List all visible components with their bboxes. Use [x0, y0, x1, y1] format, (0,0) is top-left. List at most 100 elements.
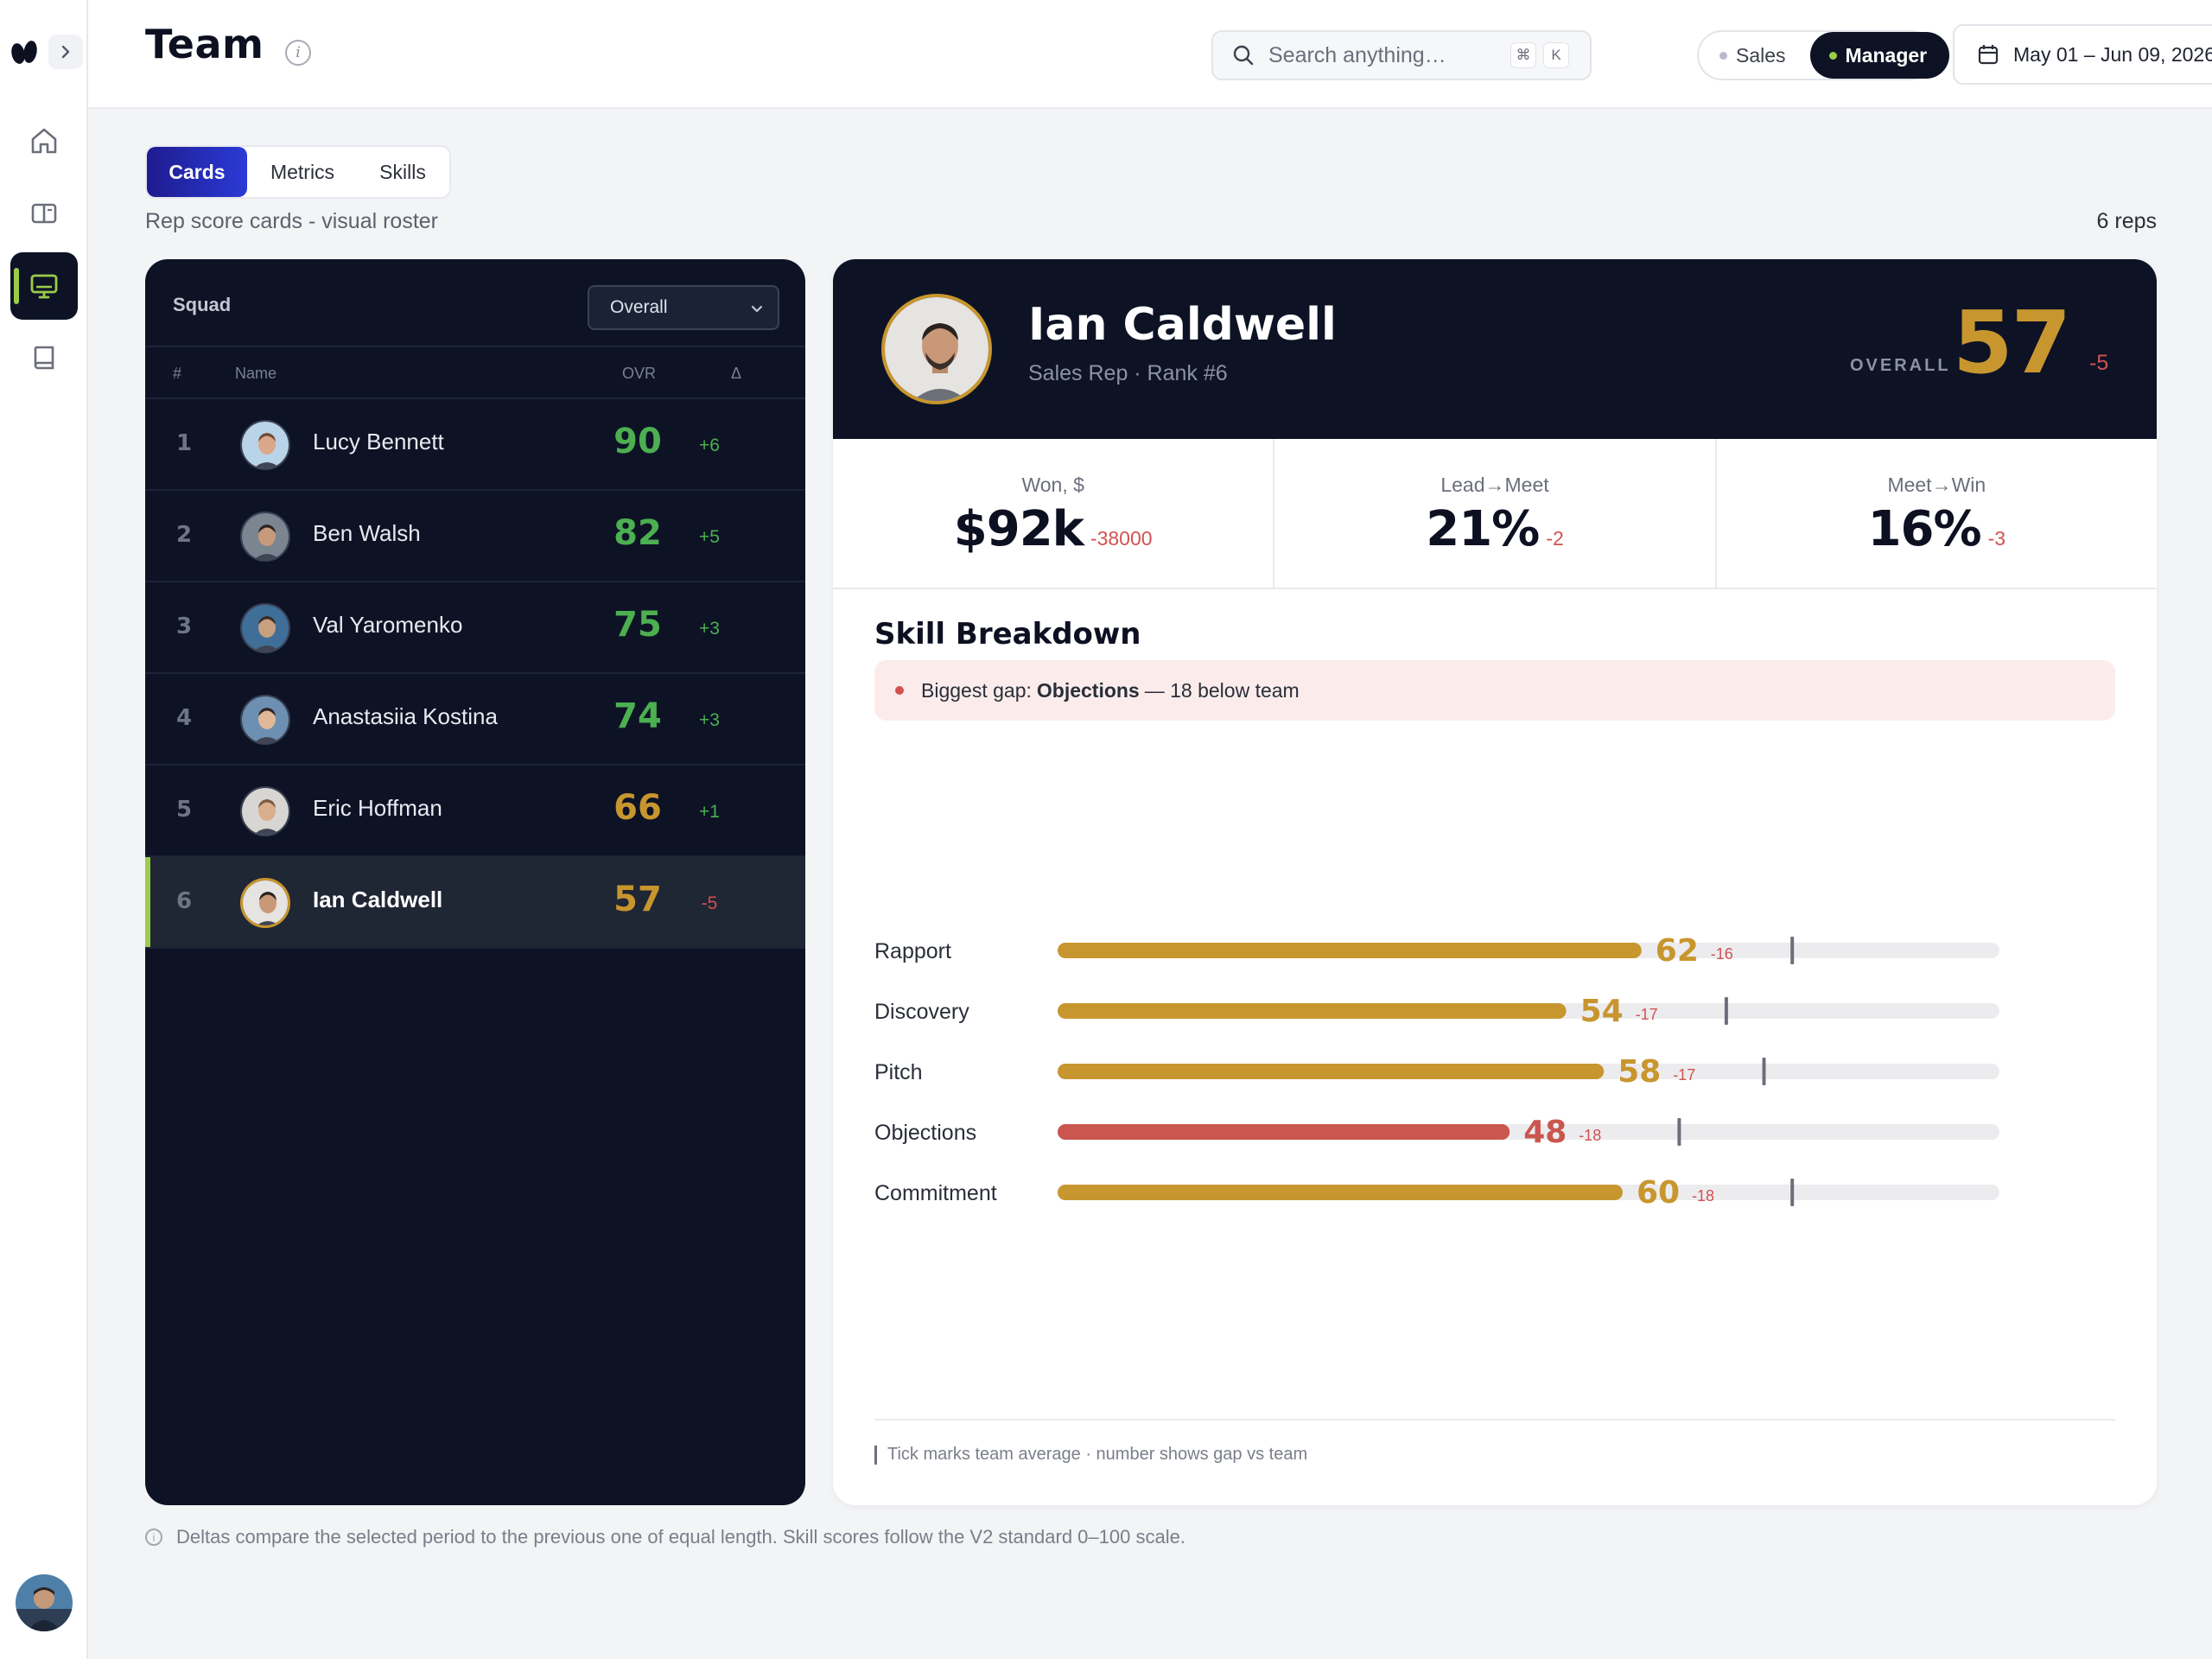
chevron-right-icon [61, 45, 70, 59]
role-manager-button[interactable]: Manager [1809, 32, 1950, 79]
search-icon [1233, 45, 1254, 66]
stat-won: Won, $ $92k -38000 [833, 439, 1275, 588]
role-sales-button[interactable]: Sales [1699, 32, 1810, 79]
row-name: Ben Walsh [313, 520, 421, 546]
methodology-text: Deltas compare the selected period to th… [176, 1526, 1185, 1548]
skill-breakdown-title: Skill Breakdown [874, 617, 1141, 652]
gap-suffix: — 18 below team [1144, 678, 1300, 702]
skill-value: 60 [1637, 1175, 1680, 1211]
avatar [240, 512, 290, 562]
squad-row[interactable]: 5 Eric Hoffman 66 +1 [145, 766, 805, 857]
chart-footnote: Tick marks team average · number shows g… [874, 1445, 1307, 1465]
info-icon[interactable]: i [285, 40, 311, 66]
row-ovr: 90 [613, 422, 662, 461]
gap-prefix: Biggest gap: [921, 678, 1032, 702]
skill-bar [1058, 943, 1642, 958]
row-name: Anastasiia Kostina [313, 703, 498, 729]
column-rank: # [173, 365, 182, 382]
squad-row[interactable]: 2 Ben Walsh 82 +5 [145, 491, 805, 582]
expand-sidebar-button[interactable] [48, 35, 83, 69]
row-rank: 3 [176, 613, 193, 639]
tab-metrics[interactable]: Metrics [270, 160, 335, 183]
rep-score-card: Ian Caldwell Sales Rep · Rank #6 OVERALL… [833, 259, 2157, 1505]
tab-cards[interactable]: Cards [147, 147, 247, 197]
info-icon: i [145, 1529, 162, 1546]
date-range-label: May 01 – Jun 09, 2026 [2013, 42, 2212, 66]
divider [874, 1419, 2115, 1421]
brand-logo-icon[interactable] [10, 36, 38, 66]
left-rail [0, 0, 88, 1659]
skill-label: Rapport [874, 939, 951, 963]
row-delta: +3 [699, 619, 720, 639]
squad-row[interactable]: 1 Lucy Bennett 90 +6 [145, 399, 805, 491]
date-range-picker[interactable]: May 01 – Jun 09, 2026 [1953, 24, 2212, 85]
avatar [240, 878, 290, 928]
row-name: Ian Caldwell [313, 887, 443, 912]
role-toggle: Sales Manager [1697, 30, 1950, 80]
footnote-text: Tick marks team average · number shows g… [887, 1445, 1308, 1464]
card-header: Ian Caldwell Sales Rep · Rank #6 OVERALL… [833, 259, 2157, 439]
tab-skills[interactable]: Skills [379, 160, 426, 183]
calendar-icon [1978, 45, 1999, 65]
role-manager-label: Manager [1845, 43, 1928, 67]
shortcut-k-key: K [1543, 42, 1569, 68]
nav-playbook[interactable] [10, 325, 78, 392]
user-avatar[interactable] [16, 1574, 73, 1631]
squad-row[interactable]: 3 Val Yaromenko 75 +3 [145, 582, 805, 674]
methodology-note: i Deltas compare the selected period to … [145, 1526, 1185, 1548]
overall-score: 57 [1953, 292, 2071, 393]
stat-value: $92k [953, 501, 1084, 557]
search-input[interactable]: Search anything… ⌘ K [1211, 30, 1592, 80]
skill-label: Objections [874, 1121, 976, 1145]
biggest-gap-banner: Biggest gap: Objections — 18 below team [874, 660, 2115, 721]
squad-label: Squad [173, 294, 232, 315]
page-title: Team [145, 21, 264, 67]
stat-label: Meet→Win [1887, 474, 1986, 496]
row-ovr: 57 [613, 880, 662, 919]
skill-value: 58 [1618, 1054, 1661, 1090]
row-name: Val Yaromenko [313, 612, 463, 638]
skill-gap: -16 [1711, 945, 1733, 963]
row-rank: 2 [176, 522, 193, 548]
row-name: Lucy Bennett [313, 429, 444, 454]
nav-home[interactable] [10, 107, 78, 175]
row-ovr: 75 [613, 605, 662, 645]
team-average-tick [1790, 937, 1795, 964]
row-rank: 1 [176, 430, 193, 456]
row-name: Eric Hoffman [313, 795, 442, 821]
squad-row[interactable]: 4 Anastasiia Kostina 74 +3 [145, 674, 805, 766]
nav-team[interactable] [10, 252, 78, 320]
skill-label: Discovery [874, 1000, 969, 1024]
skill-label: Commitment [874, 1181, 997, 1205]
squad-sort-value: Overall [610, 297, 668, 317]
status-dot [1719, 51, 1727, 60]
tick-legend-icon [874, 1445, 877, 1465]
team-average-tick [1762, 1058, 1766, 1085]
skill-label: Pitch [874, 1060, 923, 1084]
avatar [240, 603, 290, 653]
alert-dot [895, 686, 904, 695]
column-delta: Δ [731, 365, 742, 382]
team-average-tick [1677, 1118, 1681, 1146]
gap-skill: Objections [1036, 678, 1140, 702]
home-icon [31, 128, 57, 154]
squad-row[interactable]: 6 Ian Caldwell 57 -5 [145, 857, 805, 949]
row-delta: +3 [699, 710, 720, 730]
squad-sort-select[interactable]: Overall [588, 285, 779, 330]
stat-label: Won, $ [1021, 474, 1084, 496]
skill-bar [1058, 1185, 1623, 1200]
nav-library[interactable] [10, 180, 78, 247]
overall-label: OVERALL [1850, 356, 1951, 375]
row-delta: +5 [699, 527, 720, 547]
row-delta: -5 [701, 893, 718, 913]
skill-bar [1058, 1064, 1605, 1079]
rep-avatar [881, 294, 992, 404]
chevron-down-icon [751, 305, 763, 313]
skill-breakdown-chart: Rapport 62 -16 Discovery 54 -17 Pitch 58 -17 Obje… [874, 933, 1999, 1211]
row-rank: 4 [176, 705, 193, 731]
avatar [240, 786, 290, 836]
squad-rows: 1 Lucy Bennett 90 +6 2 Ben Walsh 82 +5 3 Val Yaro… [145, 399, 805, 949]
column-ovr: OVR [622, 365, 657, 382]
view-tabs: Cards Metrics Skills [145, 145, 451, 199]
squad-header: Squad Overall [145, 259, 805, 346]
